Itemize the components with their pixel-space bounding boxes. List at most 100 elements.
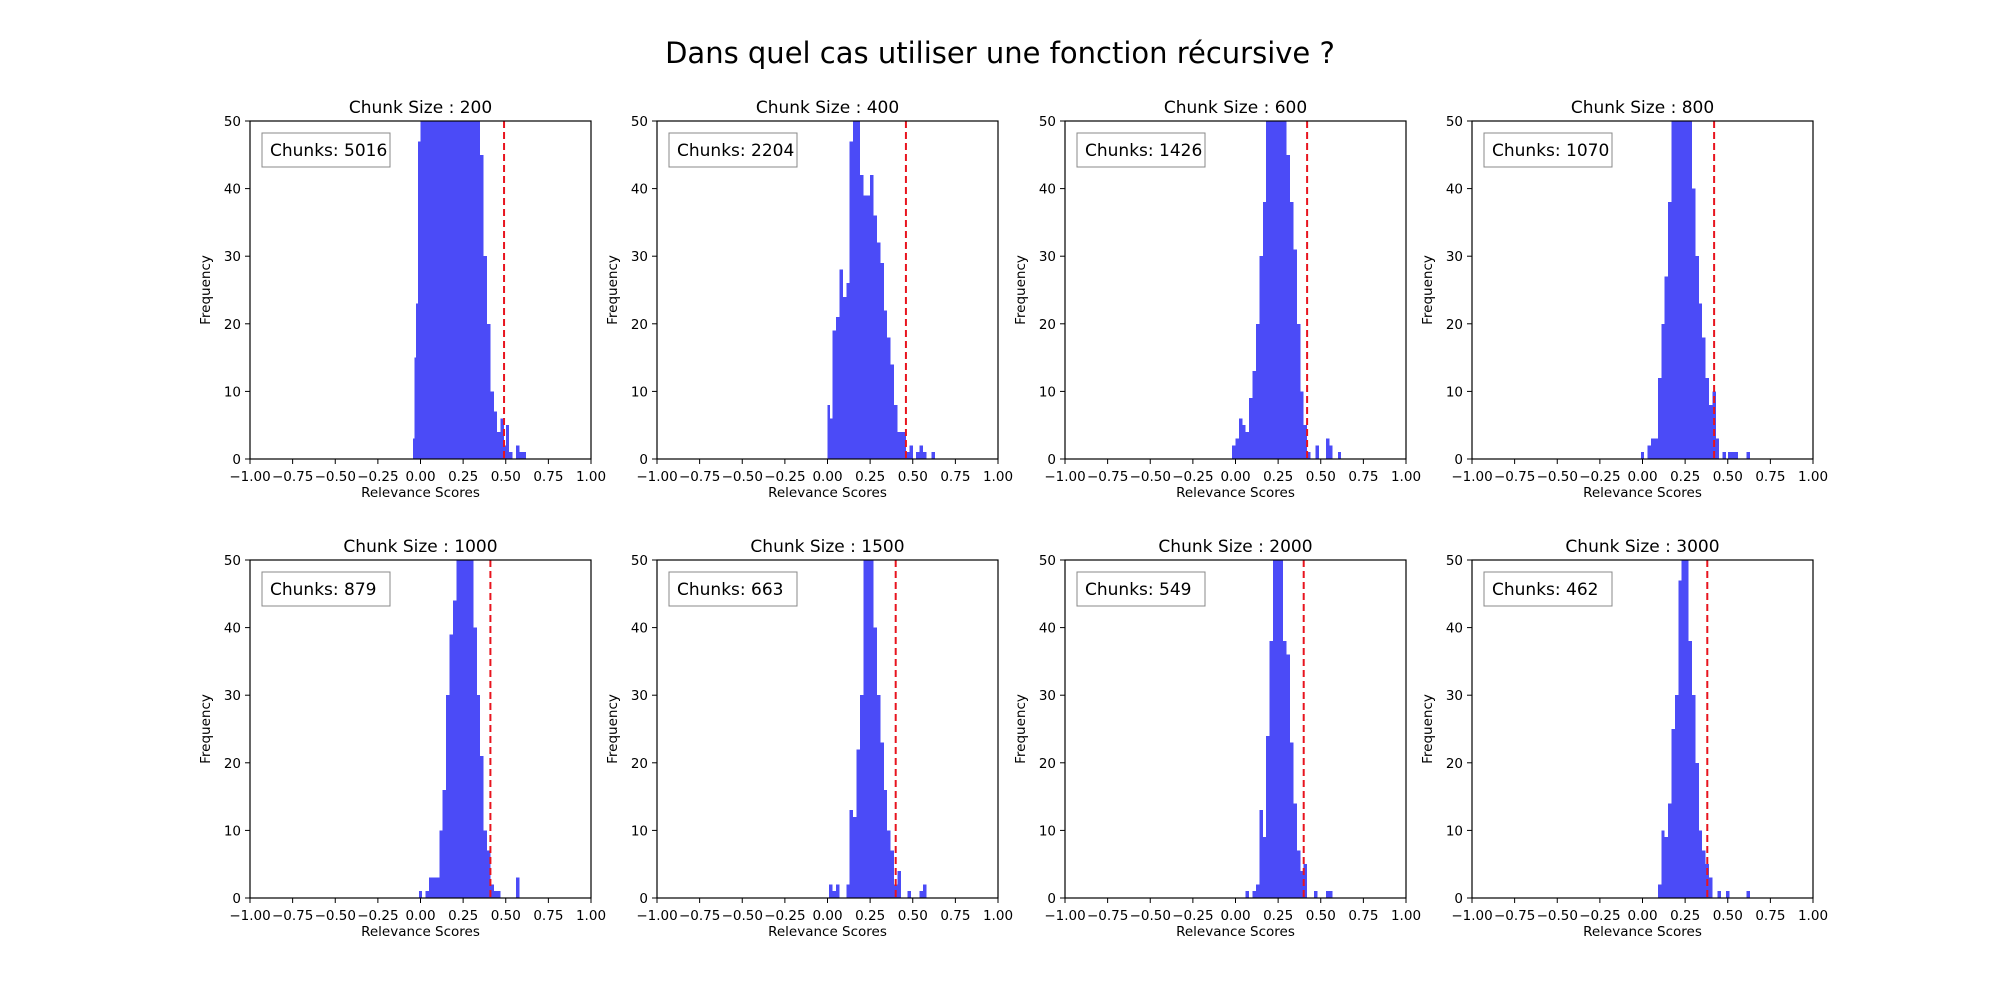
y-tick-label: 10 bbox=[224, 823, 241, 839]
annotation-box bbox=[1483, 571, 1613, 607]
x-tick-label: −0.50 bbox=[722, 908, 763, 924]
y-tick-label: 0 bbox=[232, 891, 241, 907]
x-tick-label: 0.50 bbox=[1713, 469, 1743, 485]
histogram-bar bbox=[1661, 830, 1665, 898]
x-tick-label: −0.25 bbox=[1172, 469, 1213, 485]
histogram-bar bbox=[1668, 803, 1672, 898]
histogram-bar bbox=[897, 870, 901, 898]
y-tick-label: 50 bbox=[631, 553, 648, 569]
histogram-bar bbox=[1654, 438, 1658, 459]
x-tick-label: −0.75 bbox=[272, 469, 313, 485]
histogram-bar bbox=[829, 884, 833, 898]
histogram-bar bbox=[1269, 641, 1274, 898]
x-tick-label: −0.75 bbox=[1494, 908, 1535, 924]
histogram-bar bbox=[1232, 445, 1236, 459]
histogram-bar bbox=[1702, 337, 1706, 459]
x-tick-label: −0.50 bbox=[1537, 469, 1578, 485]
x-tick-label: 0.75 bbox=[940, 469, 970, 485]
x-tick-label: 0.25 bbox=[1263, 908, 1293, 924]
x-tick-label: −1.00 bbox=[1044, 908, 1085, 924]
x-tick-label: 0.25 bbox=[1670, 469, 1700, 485]
x-tick-label: 0.25 bbox=[1263, 469, 1293, 485]
chunks-count-annotation: Chunks: 5016 bbox=[270, 141, 387, 161]
histogram-bar bbox=[412, 438, 415, 459]
x-axis-label: Relevance Scores bbox=[1583, 485, 1702, 501]
y-tick-label: 50 bbox=[1446, 553, 1463, 569]
annotation-box bbox=[1076, 132, 1206, 168]
y-tick-label: 30 bbox=[224, 688, 241, 704]
histogram-bar bbox=[1300, 870, 1304, 898]
histogram-bar bbox=[449, 634, 453, 898]
x-tick-label: −0.75 bbox=[1494, 469, 1535, 485]
x-axis-label: Relevance Scores bbox=[768, 924, 887, 940]
x-tick-label: −0.50 bbox=[315, 469, 356, 485]
histogram-bar bbox=[483, 256, 487, 459]
histogram-bar bbox=[922, 884, 927, 898]
annotation-box bbox=[668, 132, 798, 168]
axes-frame bbox=[1471, 120, 1814, 460]
histogram-bar bbox=[919, 891, 923, 898]
histogram-bar bbox=[435, 877, 440, 898]
annotation-box bbox=[1076, 571, 1206, 607]
histogram-bar bbox=[1293, 803, 1297, 898]
y-tick-label: 20 bbox=[631, 317, 648, 333]
annotation-box bbox=[261, 571, 391, 607]
x-tick-label: 0.00 bbox=[405, 908, 435, 924]
axes-frame bbox=[1471, 559, 1814, 899]
histogram-bar bbox=[1238, 418, 1243, 459]
histogram-bar bbox=[1678, 580, 1682, 898]
x-tick-label: 0.50 bbox=[1713, 908, 1743, 924]
panel-title: Chunk Size : 200 bbox=[349, 98, 492, 118]
x-tick-label: 0.25 bbox=[1670, 908, 1700, 924]
histogram-bar bbox=[922, 452, 927, 459]
y-tick-label: 20 bbox=[224, 317, 241, 333]
x-tick-label: 0.50 bbox=[898, 908, 928, 924]
histogram-bar bbox=[1715, 438, 1720, 459]
histogram-bar bbox=[1283, 641, 1287, 898]
x-tick-label: −0.75 bbox=[679, 469, 720, 485]
histogram-bar bbox=[1290, 742, 1294, 898]
y-tick-label: 10 bbox=[1446, 384, 1463, 400]
histogram-bar bbox=[1242, 425, 1246, 459]
histogram-bar bbox=[414, 357, 417, 459]
histogram-bar bbox=[1286, 654, 1291, 898]
histogram-bar bbox=[476, 695, 481, 898]
x-tick-label: −0.25 bbox=[357, 469, 398, 485]
histogram-bar bbox=[887, 337, 891, 459]
histogram-bar bbox=[1705, 377, 1709, 459]
histogram-bar bbox=[432, 877, 436, 898]
histogram-bar bbox=[1266, 121, 1287, 459]
histogram-bar bbox=[1255, 884, 1260, 898]
histogram-bar bbox=[1726, 891, 1730, 898]
histogram-bar bbox=[1325, 891, 1333, 898]
histogram-bar bbox=[442, 789, 447, 898]
histogram-bar bbox=[490, 391, 494, 459]
x-tick-label: 0.75 bbox=[533, 469, 563, 485]
x-tick-label: 0.00 bbox=[1627, 908, 1657, 924]
y-tick-label: 50 bbox=[1039, 114, 1056, 130]
axes-frame bbox=[1064, 120, 1407, 460]
histogram-bar bbox=[1266, 735, 1270, 898]
histogram-bar bbox=[1337, 452, 1342, 459]
histogram-bar bbox=[859, 695, 864, 898]
y-tick-label: 0 bbox=[639, 891, 648, 907]
histogram-bar bbox=[417, 141, 421, 459]
y-tick-label: 30 bbox=[1039, 688, 1056, 704]
x-axis-label: Relevance Scores bbox=[1176, 924, 1295, 940]
x-tick-label: 0.00 bbox=[1220, 469, 1250, 485]
histogram-bar bbox=[1255, 323, 1260, 459]
x-tick-label: 0.25 bbox=[855, 908, 885, 924]
histogram-bar bbox=[1293, 249, 1297, 459]
y-tick-label: 20 bbox=[224, 756, 241, 772]
histogram-bar bbox=[1300, 391, 1304, 459]
histogram-bar bbox=[1235, 438, 1239, 459]
histogram-bar bbox=[493, 411, 498, 459]
x-tick-label: −1.00 bbox=[636, 908, 677, 924]
y-tick-label: 30 bbox=[631, 249, 648, 265]
y-tick-label: 30 bbox=[1446, 249, 1463, 265]
histogram-bar bbox=[1647, 445, 1652, 459]
x-axis-label: Relevance Scores bbox=[1583, 924, 1702, 940]
x-tick-label: 1.00 bbox=[576, 908, 606, 924]
histogram-bar bbox=[900, 431, 906, 459]
